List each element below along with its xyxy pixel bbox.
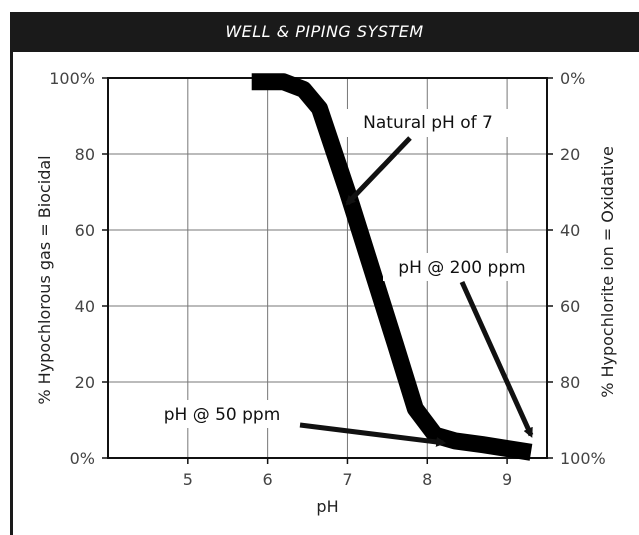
annotation-3: pH @ 50 ppm bbox=[147, 400, 447, 447]
x-tick-label: 6 bbox=[263, 470, 273, 489]
plot-border bbox=[107, 77, 548, 459]
y2-tick-label: 20 bbox=[560, 145, 580, 164]
x-tick-label: 7 bbox=[342, 470, 352, 489]
y2-axis-label: % Hypochlorite ion = Oxidative bbox=[598, 146, 617, 398]
y-tick-label: 100% bbox=[49, 69, 95, 88]
y-axis-label: % Hypochlorous gas = Biocidal bbox=[35, 155, 54, 404]
annotation-arrow bbox=[345, 136, 412, 206]
annotation-label-bg bbox=[343, 109, 513, 137]
left-border bbox=[10, 52, 13, 535]
annotation-1: Natural pH of 7 bbox=[343, 109, 513, 206]
y2-tick-label: 0% bbox=[560, 69, 585, 88]
y-tick-label: 0% bbox=[70, 449, 95, 468]
annotation-label: pH @ 50 ppm bbox=[164, 405, 281, 425]
annotation-label-bg bbox=[147, 400, 299, 428]
y-tick-label: 60 bbox=[75, 221, 95, 240]
y2-tick-label: 60 bbox=[560, 297, 580, 316]
annotation-arrow bbox=[459, 280, 534, 438]
annotation-label: pH @ 200 ppm bbox=[398, 258, 525, 278]
series-curve bbox=[251, 73, 533, 461]
chart-frame: WELL & PIPING SYSTEM bbox=[10, 12, 639, 535]
annotation-arrow bbox=[299, 422, 447, 447]
x-tick-label: 9 bbox=[502, 470, 512, 489]
x-tick-label: 5 bbox=[183, 470, 193, 489]
chart-title: WELL & PIPING SYSTEM bbox=[225, 22, 424, 41]
x-tick-label: 8 bbox=[422, 470, 432, 489]
x-axis-label: pH bbox=[316, 497, 338, 516]
y-tick-label: 40 bbox=[75, 297, 95, 316]
y2-tick-label: 80 bbox=[560, 373, 580, 392]
annotation-label-bg bbox=[383, 253, 545, 281]
annotation-2: pH @ 200 ppm bbox=[383, 253, 545, 438]
y2-tick-label: 100% bbox=[560, 449, 606, 468]
y2-tick-label: 40 bbox=[560, 221, 580, 240]
y-tick-label: 80 bbox=[75, 145, 95, 164]
title-bar: WELL & PIPING SYSTEM bbox=[10, 12, 639, 52]
annotation-label: Natural pH of 7 bbox=[363, 113, 493, 133]
y-tick-label: 20 bbox=[75, 373, 95, 392]
